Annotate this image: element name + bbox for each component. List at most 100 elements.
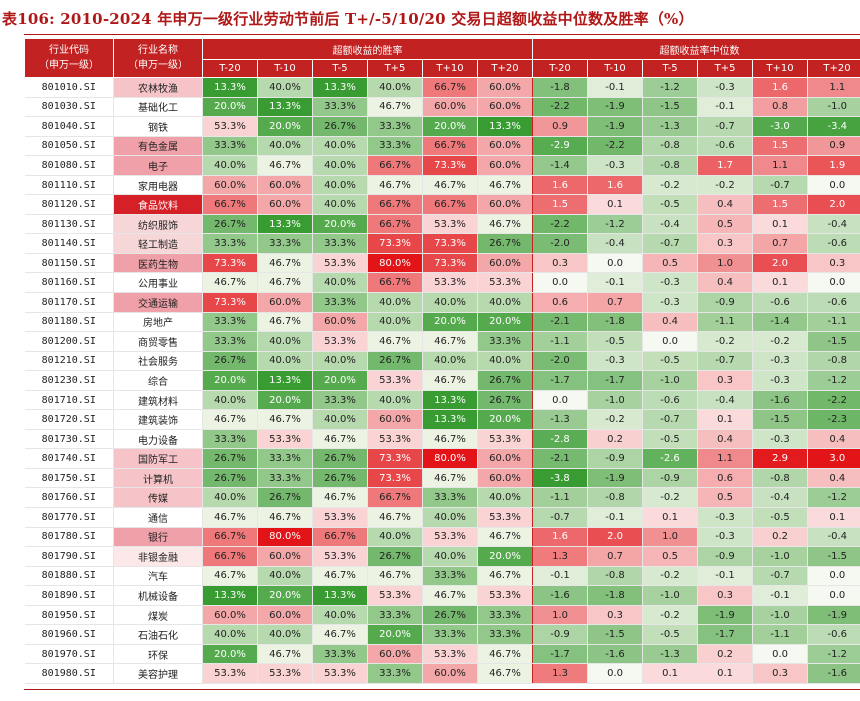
median-return-cell: -1.0 [642,585,698,606]
win-rate-cell: 60.0% [257,605,313,626]
win-rate-cell: 46.7% [367,507,423,528]
industry-code: 801790.SI [24,546,114,567]
win-rate-cell: 53.3% [312,331,368,352]
win-rate-cell: 46.7% [257,507,313,528]
median-return-cell: -0.7 [697,116,753,137]
header-win-t-20: T+20 [476,59,534,78]
header-win-t-10: T-10 [257,59,313,78]
median-return-cell: -1.6 [807,663,860,684]
win-rate-cell: 46.7% [367,566,423,587]
win-rate-cell: 73.3% [367,448,423,469]
median-return-cell: -2.2 [532,97,588,118]
median-return-cell: -2.2 [587,136,643,157]
win-rate-cell: 33.3% [202,429,258,450]
win-rate-cell: 60.0% [367,409,423,430]
median-return-cell: -1.3 [642,644,698,665]
median-return-cell: -0.4 [807,214,860,235]
win-rate-cell: 20.0% [257,585,313,606]
industry-name: 建筑材料 [113,390,203,411]
median-return-cell: -1.4 [752,312,808,333]
industry-code: 801170.SI [24,292,114,313]
median-return-cell: -0.2 [642,566,698,587]
median-return-cell: -0.7 [752,566,808,587]
median-return-cell: 1.6 [752,77,808,98]
table-row: 801180.SI 房地产 33.3% 46.7% 60.0% 40.0% 20.0% 20.… [24,312,860,333]
win-rate-cell: 53.3% [422,272,478,294]
table-row: 801230.SI 综合 20.0% 13.3% 20.0% 53.3% 46.7% 26.7… [24,370,860,391]
industry-code: 801980.SI [24,663,114,684]
median-return-cell: -1.6 [752,390,808,411]
win-rate-cell: 20.0% [202,97,258,118]
win-rate-cell: 33.3% [367,605,423,626]
win-rate-cell: 13.3% [476,116,533,137]
industry-name: 环保 [113,644,203,665]
median-return-cell: -0.9 [642,468,698,489]
win-rate-cell: 73.3% [367,468,423,489]
median-return-cell: 0.1 [642,663,698,684]
win-rate-cell: 46.7% [476,527,533,548]
table-row: 801720.SI 建筑装饰 46.7% 46.7% 40.0% 60.0% 13.3% 20… [24,409,860,430]
industry-name: 轻工制造 [113,233,203,254]
median-return-cell: -0.7 [752,175,808,196]
win-rate-cell: 40.0% [202,390,258,411]
median-return-cell: 0.3 [697,370,753,391]
industry-code: 801730.SI [24,429,114,450]
win-rate-cell: 40.0% [312,351,368,372]
median-return-cell: -0.5 [587,331,643,352]
win-rate-cell: 13.3% [312,77,368,98]
win-rate-cell: 46.7% [476,214,533,235]
win-rate-cell: 20.0% [422,312,478,333]
median-return-cell: 0.0 [532,272,588,294]
median-return-cell: -1.1 [532,331,588,352]
median-return-cell: -1.6 [532,585,588,606]
median-return-cell: 1.0 [697,253,753,274]
win-rate-cell: 46.7% [257,272,313,294]
median-return-cell: -1.2 [642,77,698,98]
median-return-cell: -2.9 [532,136,588,157]
industry-name: 机械设备 [113,585,203,606]
win-rate-cell: 46.7% [367,97,423,118]
median-return-cell: -0.3 [642,272,698,294]
header-win-group: 超额收益的胜率 [201,38,534,60]
median-return-cell: -1.2 [807,644,860,665]
win-rate-cell: 40.0% [422,292,478,313]
median-return-cell: 0.1 [642,507,698,528]
table-row: 801730.SI 电力设备 33.3% 53.3% 46.7% 53.3% 46.7% 53… [24,429,860,450]
median-return-cell: -1.9 [587,97,643,118]
median-return-cell: -0.9 [697,546,753,567]
win-rate-cell: 46.7% [257,253,313,274]
win-rate-cell: 53.3% [476,429,533,450]
median-return-cell: -3.8 [532,468,588,489]
header-median-t-10: T-10 [587,59,644,78]
win-rate-cell: 46.7% [422,429,478,450]
win-rate-cell: 60.0% [476,77,533,98]
median-return-cell: 1.1 [697,448,753,469]
industry-name: 商贸零售 [113,331,203,352]
table-row: 801120.SI 食品饮料 66.7% 60.0% 40.0% 66.7% 66.7% 60… [24,194,860,215]
median-return-cell: 0.0 [587,663,643,684]
win-rate-cell: 40.0% [312,155,368,176]
win-rate-cell: 66.7% [367,155,423,176]
win-rate-cell: 73.3% [422,253,478,274]
median-return-cell: -1.9 [697,605,753,626]
median-return-cell: -1.1 [697,312,753,333]
median-return-cell: 1.0 [532,605,588,626]
table-row: 801770.SI 通信 46.7% 46.7% 53.3% 46.7% 40.0% 53.3… [24,507,860,528]
industry-code: 801130.SI [24,214,114,235]
win-rate-cell: 33.3% [312,644,368,665]
median-return-cell: -1.0 [752,546,808,567]
table-row: 801890.SI 机械设备 13.3% 20.0% 13.3% 53.3% 46.7% 53… [24,585,860,606]
win-rate-cell: 60.0% [257,175,313,196]
win-rate-cell: 40.0% [202,487,258,509]
median-return-cell: -0.7 [532,507,588,528]
bottom-rule [24,689,860,690]
median-return-cell: -1.5 [807,546,860,567]
median-return-cell: -1.0 [642,370,698,391]
median-return-cell: 0.7 [752,233,808,254]
win-rate-cell: 60.0% [312,312,368,333]
median-return-cell: 1.9 [807,155,860,176]
median-return-cell: 0.4 [807,468,860,489]
win-rate-cell: 40.0% [312,409,368,430]
median-return-cell: -1.7 [697,624,753,645]
win-rate-cell: 40.0% [367,312,423,333]
